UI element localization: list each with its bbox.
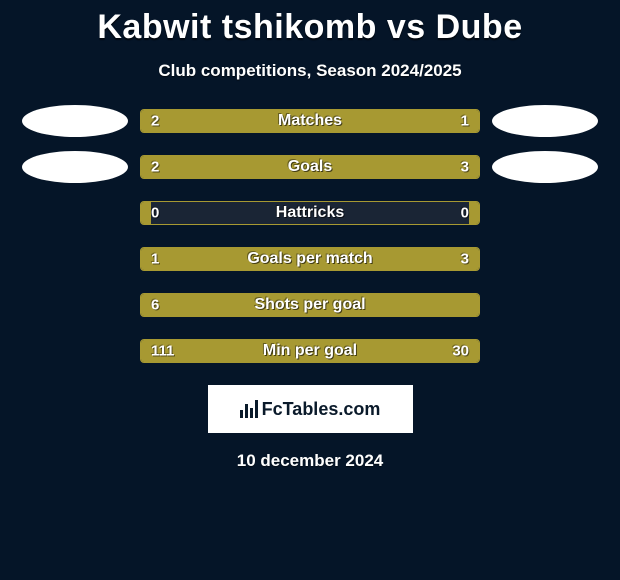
logo-text: FcTables.com	[262, 399, 381, 420]
comparison-row: 11130Min per goal	[0, 339, 620, 363]
value-left: 111	[151, 343, 174, 360]
comparison-row: 00Hattricks	[0, 201, 620, 225]
player-oval-left	[22, 151, 128, 183]
value-right: 30	[452, 343, 469, 360]
metric-bar: 23Goals	[140, 155, 480, 179]
date-label: 10 december 2024	[0, 451, 620, 471]
bar-left-fill	[141, 294, 469, 316]
value-right: 1	[461, 113, 469, 130]
player-oval-right	[492, 151, 598, 183]
value-left: 2	[151, 159, 159, 176]
value-right: 3	[461, 251, 469, 268]
bar-right-fill	[469, 294, 479, 316]
comparison-row: 21Matches	[0, 109, 620, 133]
player-oval-right	[492, 105, 598, 137]
bar-left-fill	[141, 156, 276, 178]
page-subtitle: Club competitions, Season 2024/2025	[0, 61, 620, 81]
comparison-row: 13Goals per match	[0, 247, 620, 271]
bar-left-fill	[141, 110, 366, 132]
comparison-chart: 21Matches23Goals00Hattricks13Goals per m…	[0, 109, 620, 363]
logo-banner: FcTables.com	[208, 385, 413, 433]
bar-chart-icon	[240, 400, 258, 418]
value-left: 2	[151, 113, 159, 130]
metric-bar: 00Hattricks	[140, 201, 480, 225]
bar-left-fill	[141, 340, 407, 362]
value-left: 1	[151, 251, 159, 268]
value-left: 0	[151, 205, 159, 222]
bar-right-fill	[276, 156, 479, 178]
value-right: 3	[461, 159, 469, 176]
value-left: 6	[151, 297, 159, 314]
metric-bar: 6Shots per goal	[140, 293, 480, 317]
player-oval-left	[22, 105, 128, 137]
comparison-row: 23Goals	[0, 155, 620, 179]
metric-bar: 21Matches	[140, 109, 480, 133]
page-title: Kabwit tshikomb vs Dube	[0, 0, 620, 47]
value-right: 0	[461, 205, 469, 222]
bar-right-fill	[469, 202, 479, 224]
metric-bar: 11130Min per goal	[140, 339, 480, 363]
bar-left-fill	[141, 202, 151, 224]
bar-right-fill	[226, 248, 480, 270]
metric-bar: 13Goals per match	[140, 247, 480, 271]
comparison-row: 6Shots per goal	[0, 293, 620, 317]
